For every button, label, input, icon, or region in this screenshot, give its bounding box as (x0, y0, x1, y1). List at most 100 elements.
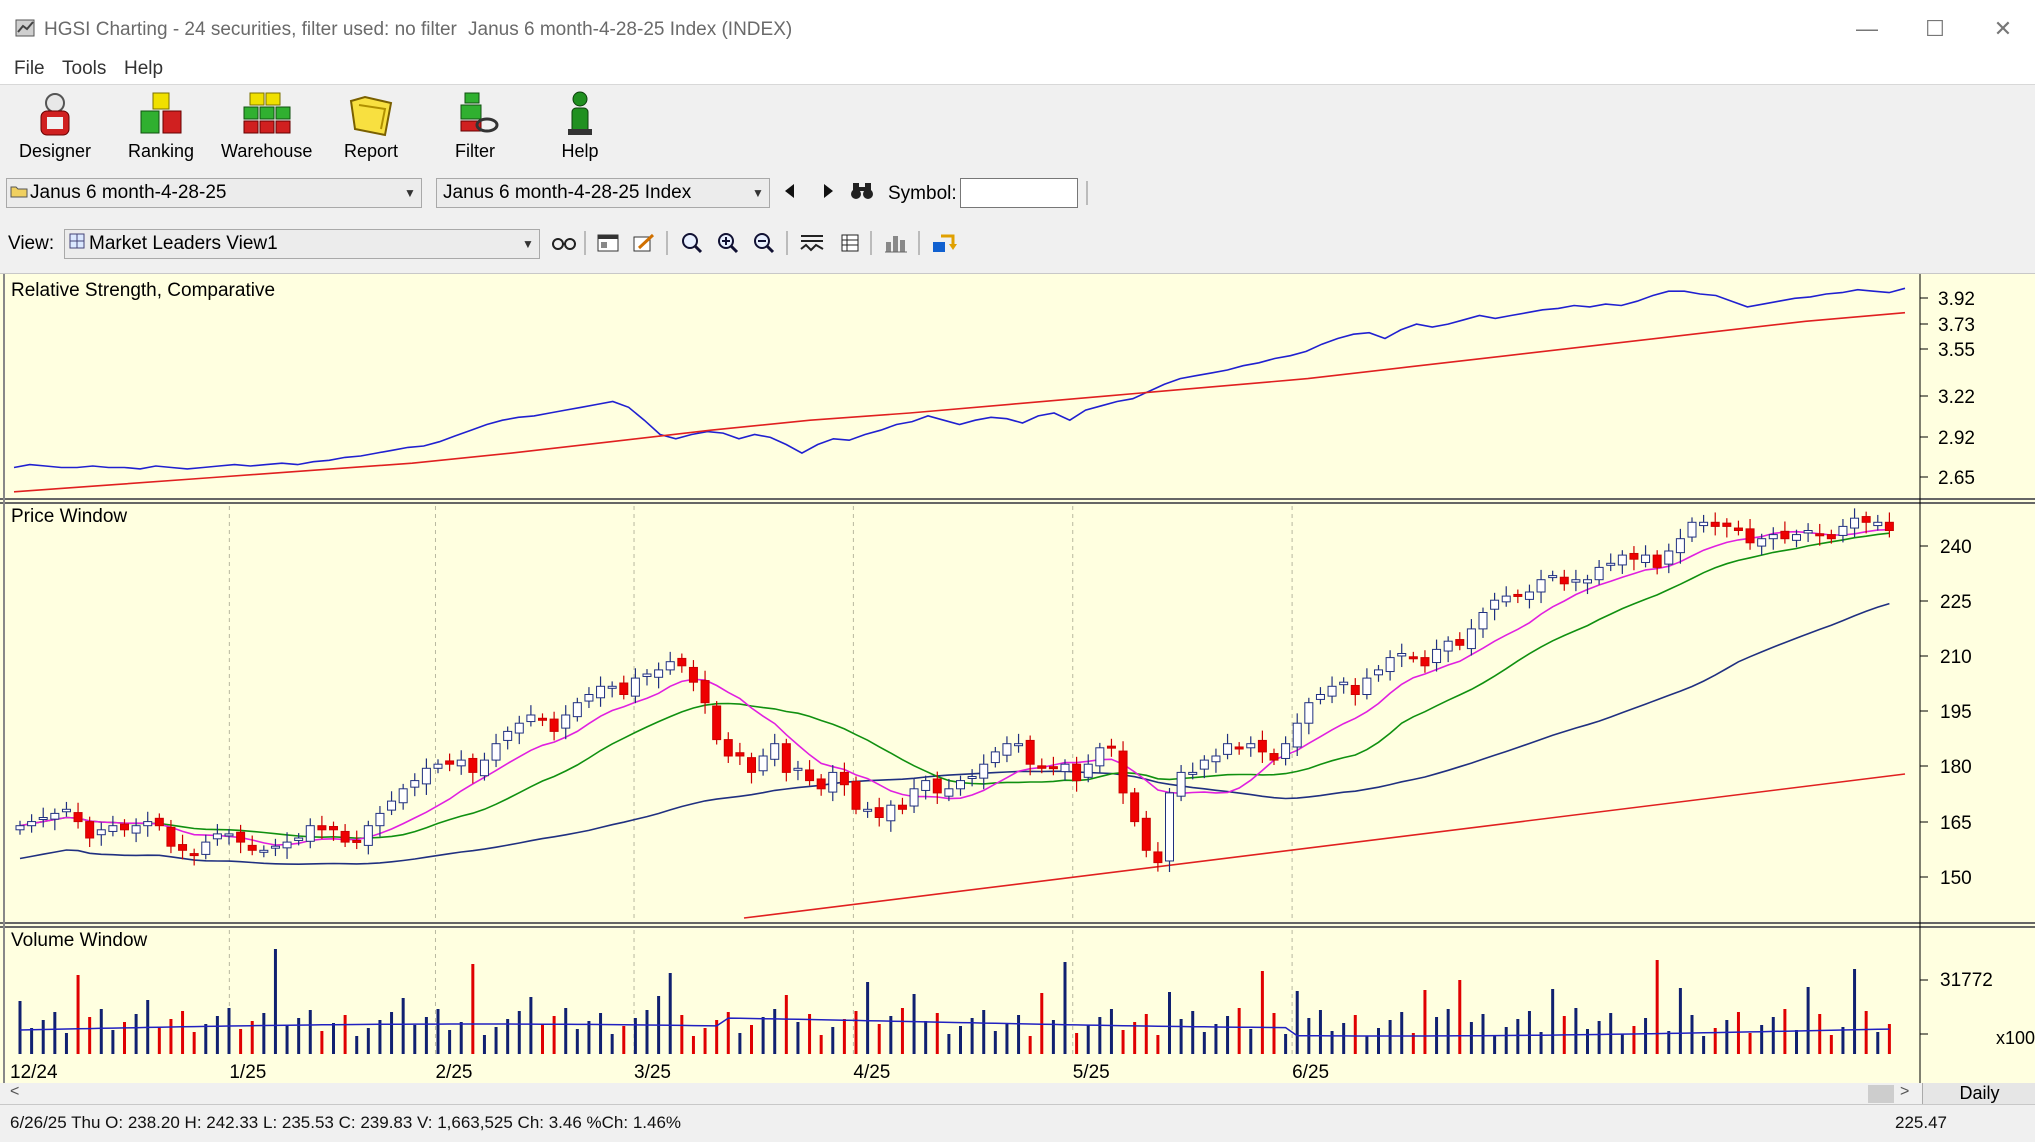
candle-down (1513, 593, 1523, 597)
indicators-button[interactable] (798, 229, 826, 257)
price-panel (15, 508, 1906, 919)
candle-down (445, 760, 455, 765)
candle-up (1211, 755, 1221, 763)
candle-up (15, 825, 25, 831)
report-button[interactable]: Report (326, 89, 416, 169)
data-table-button[interactable] (836, 229, 864, 257)
candle-down (1559, 576, 1569, 585)
candle-up (270, 845, 280, 849)
candle-up (979, 763, 989, 779)
candle-up (1583, 579, 1592, 584)
chart-area[interactable]: 12/24 1/25 2/25 3/25 4/25 5/25 6/25 3.92 3.73 3.5… (0, 274, 2035, 1084)
view-properties-button[interactable] (594, 229, 622, 257)
view-label: View: (8, 233, 55, 254)
ma-21-line (19, 532, 1890, 840)
menu-help[interactable]: Help (124, 58, 164, 79)
minimize-button[interactable]: — (1856, 16, 1878, 41)
candle-up (990, 751, 1000, 764)
date-axis-label: 4/25 (853, 1062, 890, 1083)
next-security-button[interactable] (814, 177, 842, 205)
periodicity-button[interactable]: Daily (1922, 1083, 2035, 1105)
chart-type-button[interactable] (882, 229, 910, 257)
zoom-in-button[interactable] (714, 229, 742, 257)
candle-up (1327, 685, 1337, 697)
view-select-value: Market Leaders View1 (89, 233, 278, 254)
menu-file[interactable]: File (14, 58, 45, 79)
candle-down (178, 844, 188, 851)
axis-labels: 12/24 1/25 2/25 3/25 4/25 5/25 6/25 3.92 3.73 3.5… (10, 289, 1975, 1083)
warehouse-button[interactable]: Warehouse (221, 89, 313, 169)
menu-bar: File Tools Help (0, 58, 2035, 84)
edit-view-button[interactable] (630, 229, 658, 257)
candle-down (1455, 639, 1465, 646)
candle-down (120, 823, 129, 831)
security-select[interactable]: Janus 6 month-4-28-25 Index ▼ (436, 178, 770, 208)
volume-panel (18, 949, 1891, 1054)
refresh-button[interactable] (930, 229, 958, 257)
candle-up (1165, 792, 1174, 862)
price-axis-label: 225 (1940, 592, 1972, 613)
previous-security-button[interactable] (776, 177, 804, 205)
candle-down (538, 717, 547, 721)
candle-up (886, 804, 896, 822)
candle-up (828, 771, 838, 793)
zoom-button[interactable] (678, 229, 706, 257)
date-axis-label: 3/25 (634, 1062, 671, 1083)
zoom-out-icon (754, 233, 775, 254)
window-title: HGSI Charting - 24 securities, filter us… (44, 19, 457, 40)
scroll-left-icon[interactable]: < (10, 1083, 20, 1100)
candle-down (549, 718, 559, 732)
candle-up (1873, 521, 1883, 527)
candle-up (1571, 579, 1581, 583)
candle-up (1548, 575, 1558, 579)
view-select[interactable]: Market Leaders View1 ▼ (64, 229, 540, 259)
symbol-input[interactable] (960, 178, 1078, 208)
date-axis-label: 12/24 (10, 1062, 58, 1083)
candle-up (50, 812, 60, 820)
candle-down (1072, 763, 1082, 782)
status-bar: 6/26/25 Thu O: 238.20 H: 242.33 L: 235.5… (0, 1104, 2035, 1142)
close-button[interactable]: ✕ (1993, 16, 2013, 41)
scroll-thumb[interactable] (1868, 1085, 1894, 1103)
filter-button[interactable]: Filter (430, 89, 520, 169)
security-select-value: Janus 6 month-4-28-25 Index (443, 182, 692, 203)
candle-down (932, 778, 942, 794)
designer-button[interactable]: Designer (10, 89, 100, 169)
indicator-lines-icon (800, 235, 824, 252)
candle-up (596, 685, 606, 699)
zoom-in-icon (718, 233, 739, 254)
chevron-down-icon: ▼ (522, 237, 534, 251)
candle-up (665, 661, 675, 671)
candle-up (421, 767, 431, 785)
volume-panel-title: Volume Window (11, 930, 148, 951)
horizontal-scrollbar[interactable]: < > Daily (0, 1083, 2035, 1105)
ma-10-line (19, 528, 1890, 846)
view-tool-button[interactable] (550, 229, 578, 257)
divider (584, 231, 586, 255)
scroll-right-icon[interactable]: > (1900, 1083, 1910, 1100)
candle-down (712, 705, 722, 741)
rs-axis-label: 3.55 (1938, 340, 1975, 361)
candle-down (851, 780, 861, 810)
candle-up (96, 829, 106, 836)
zoom-out-button[interactable] (750, 229, 778, 257)
symbol-label: Symbol: (888, 183, 957, 204)
help-button[interactable]: Help (535, 89, 625, 169)
maximize-button[interactable]: ☐ (1925, 16, 1945, 41)
document-title: Janus 6 month-4-28-25 Index (INDEX) (468, 19, 793, 40)
find-button[interactable] (848, 177, 876, 205)
candle-down (1826, 534, 1836, 540)
candle-up (479, 759, 489, 777)
candle-down (1652, 554, 1662, 568)
chevron-down-icon: ▼ (752, 186, 764, 200)
candle-up (503, 730, 513, 741)
candle-up (863, 808, 873, 812)
list-select[interactable]: Janus 6 month-4-28-25 ▼ (6, 178, 422, 208)
candle-up (1675, 538, 1685, 554)
menu-tools[interactable]: Tools (62, 58, 107, 79)
ranking-button[interactable]: Ranking (116, 89, 206, 169)
candle-down (1815, 533, 1825, 537)
candle-down (340, 830, 350, 843)
warehouse-label: Warehouse (221, 141, 313, 161)
ma-200-line (743, 773, 1906, 919)
